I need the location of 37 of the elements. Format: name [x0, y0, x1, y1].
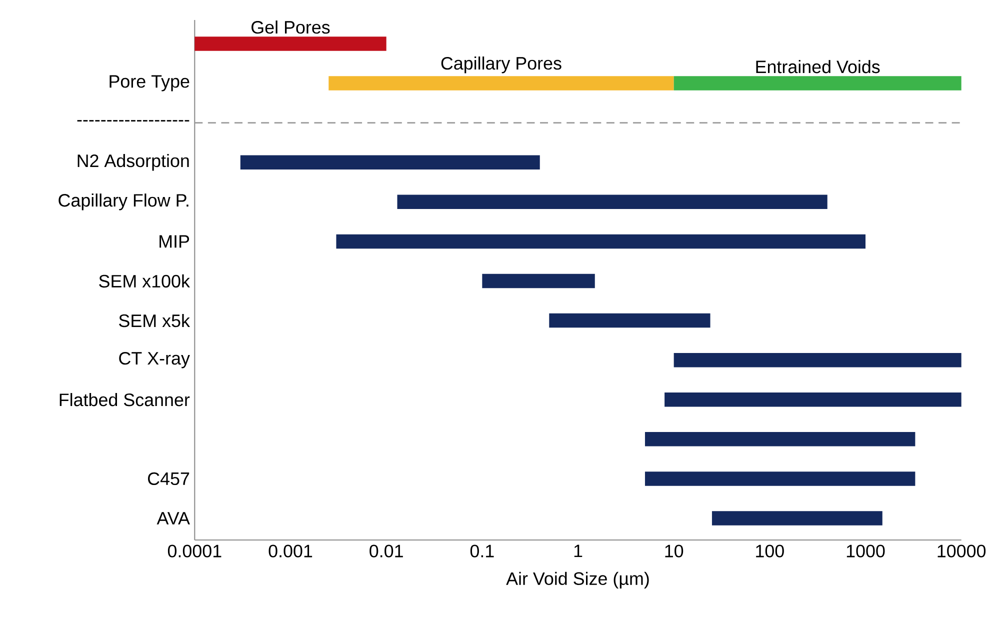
y-tick-label: N2 Adsorption — [78, 154, 189, 171]
x-tick-label: 0.01 — [370, 544, 403, 558]
bar — [397, 194, 828, 210]
y-tick-label: CT X-ray — [119, 352, 190, 368]
x-tick-label: 1 — [574, 544, 582, 558]
y-tick-label: MIP — [160, 235, 190, 248]
x-tick-label: 0.1 — [470, 544, 494, 558]
y-tick-label: Pore Type — [110, 75, 190, 92]
bar — [194, 36, 386, 51]
x-tick-label: 0.0001 — [168, 544, 222, 558]
x-tick-label: 0.001 — [268, 544, 312, 558]
y-tick-label: SEM x100k — [99, 274, 190, 288]
bar — [644, 472, 916, 486]
y-tick-label: Flatbed Scanner — [60, 393, 190, 406]
bar — [644, 432, 916, 446]
bar — [549, 313, 710, 328]
series-label: Entrained Voids — [756, 60, 880, 74]
y-tick-label: SEM x5k — [119, 314, 190, 328]
bar — [328, 76, 674, 90]
bar — [674, 76, 962, 90]
y-tick-label: ------------------- — [77, 120, 190, 122]
bar — [664, 392, 962, 407]
bar — [482, 274, 595, 288]
bar — [336, 234, 866, 249]
y-tick-label: AVA — [156, 512, 190, 524]
x-tick-label: 100 — [756, 544, 784, 558]
series-label: Capillary Pores — [441, 56, 562, 74]
y-tick-label: C457 — [148, 472, 190, 486]
x-tick-label: 1000 — [846, 544, 885, 558]
series-label: Gel Pores — [252, 20, 330, 34]
bar — [712, 511, 882, 526]
x-axis-title: Air Void Size (µm) — [506, 572, 649, 589]
y-tick-label: Capillary Flow P. — [58, 194, 188, 210]
bar — [240, 155, 540, 170]
x-tick-label: 10 — [665, 544, 684, 558]
x-tick-label: 10000 — [938, 544, 986, 558]
bar — [674, 352, 962, 368]
